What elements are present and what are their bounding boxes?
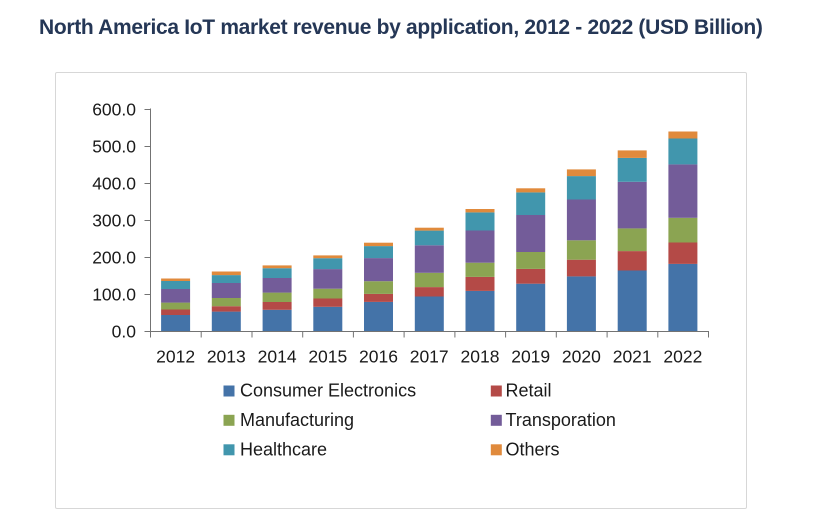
svg-text:2015: 2015 [308,347,347,367]
svg-text:300.0: 300.0 [92,211,136,231]
svg-text:Manufacturing: Manufacturing [240,410,354,430]
svg-text:2020: 2020 [562,347,601,367]
svg-text:2022: 2022 [663,347,702,367]
svg-text:2019: 2019 [511,347,550,367]
svg-text:2014: 2014 [258,347,297,367]
svg-text:600.0: 600.0 [92,100,136,120]
svg-text:0.0: 0.0 [112,322,137,342]
svg-text:2013: 2013 [207,347,246,367]
svg-text:500.0: 500.0 [92,137,136,157]
svg-text:Retail: Retail [506,381,552,401]
svg-text:Transporation: Transporation [506,410,616,430]
svg-text:2012: 2012 [156,347,195,367]
svg-text:2018: 2018 [461,347,500,367]
svg-text:Consumer Electronics: Consumer Electronics [240,381,416,401]
svg-text:2021: 2021 [613,347,652,367]
svg-text:200.0: 200.0 [92,248,136,268]
svg-text:2016: 2016 [359,347,398,367]
svg-text:Others: Others [506,440,560,460]
svg-text:400.0: 400.0 [92,174,136,194]
svg-text:100.0: 100.0 [92,285,136,305]
svg-text:Healthcare: Healthcare [240,440,327,460]
svg-text:2017: 2017 [410,347,449,367]
